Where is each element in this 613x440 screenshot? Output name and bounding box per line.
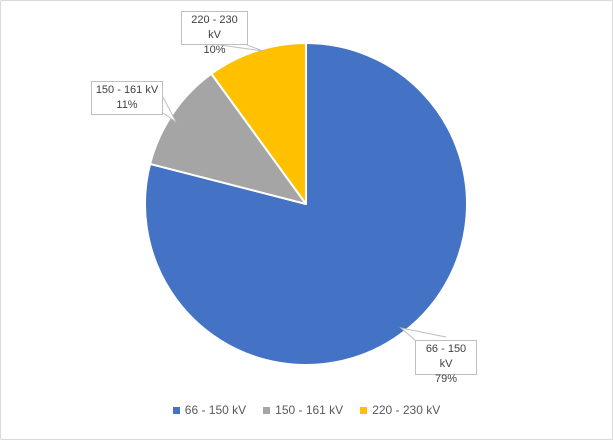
legend: 66 - 150 kV 150 - 161 kV 220 - 230 kV — [1, 403, 612, 417]
legend-marker — [263, 406, 271, 414]
legend-label: 150 - 161 kV — [275, 403, 344, 417]
data-label-callout-66-150kv[interactable]: 66 - 150 kV 79% — [415, 340, 477, 385]
leader-line-66-150kv — [399, 327, 447, 342]
legend-item-220-230kv[interactable]: 220 - 230 kV — [360, 403, 440, 417]
leader-line-220-230kv — [219, 44, 264, 52]
callout-category: 150 - 161 kV — [95, 84, 159, 96]
data-label-callout-220-230kv[interactable]: 220 - 230 kV 10% — [181, 11, 248, 56]
legend-label: 220 - 230 kV — [372, 403, 441, 417]
legend-item-66-150kv[interactable]: 66 - 150 kV — [172, 403, 247, 417]
data-label-callout-150-161kv[interactable]: 150 - 161 kV 11% — [91, 81, 163, 115]
callout-percent: 79% — [434, 373, 458, 385]
pie-slices — [144, 42, 469, 366]
callout-category: 220 - 230 kV — [191, 14, 238, 41]
leader-line-150-161kv — [162, 96, 177, 123]
legend-label: 66 - 150 kV — [184, 403, 247, 417]
callout-percent: 11% — [116, 99, 138, 111]
pie-slice-150-161-kv[interactable] — [149, 72, 307, 205]
legend-marker — [360, 406, 368, 414]
callout-category: 66 - 150 kV — [425, 343, 467, 370]
legend-item-150-161kv[interactable]: 150 - 161 kV — [263, 403, 343, 417]
legend-marker — [172, 406, 180, 414]
callout-percent: 10% — [203, 44, 226, 56]
pie-slice-220-230-kv[interactable] — [210, 42, 307, 205]
